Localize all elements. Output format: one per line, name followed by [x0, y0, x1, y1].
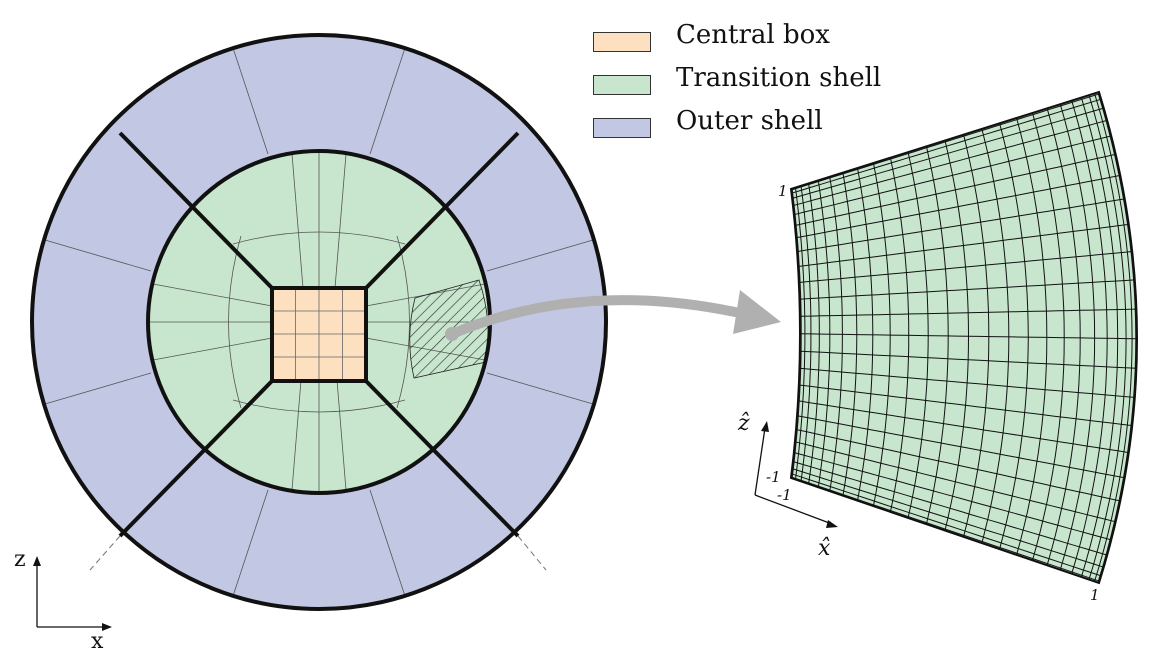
outer-shell-divisions — [44, 47, 594, 597]
mesh-line-tangential — [791, 107, 1104, 199]
x-hat-label: x̂ — [818, 536, 831, 561]
mesh-line-tangential — [799, 367, 1135, 398]
mesh-line-tangential — [793, 135, 1112, 216]
legend-swatch-outer-shell — [593, 118, 651, 138]
mesh-line-tangential — [791, 468, 1104, 568]
tick-x-max: 1 — [1090, 586, 1100, 604]
mesh-line-tangential — [797, 198, 1125, 253]
global-axes: z x — [14, 547, 112, 654]
mesh-line-tangential — [791, 98, 1102, 194]
mesh-line-tangential — [790, 477, 1100, 584]
mesh-line-tangential — [797, 415, 1125, 479]
element-axes: ẑ x̂ -1 -1 1 1 — [737, 182, 1100, 604]
mesh-line-tangential — [791, 473, 1102, 577]
mesh-line-tangential — [795, 429, 1121, 502]
tick-x-min: -1 — [777, 486, 792, 504]
mesh-line-tangential — [798, 400, 1129, 454]
mesh-line-tangential — [798, 251, 1133, 283]
mesh-line-tangential — [799, 350, 1137, 369]
dashed-extensions — [89, 535, 547, 571]
tick-z-min: -1 — [766, 468, 781, 486]
mesh-line-tangential — [790, 91, 1100, 190]
mesh-line-tangential — [792, 119, 1108, 207]
mesh-line-tangential — [799, 308, 1137, 317]
mesh-line-tangential — [799, 279, 1135, 300]
mesh-line-tangential — [793, 452, 1112, 541]
central-box-border — [270, 286, 368, 383]
z-hat-label: ẑ — [737, 411, 750, 436]
z-axis-label: z — [14, 547, 26, 572]
x-axis-label: x — [91, 629, 104, 654]
mesh-line-tangential — [792, 461, 1108, 556]
mesh-line-tangential — [794, 153, 1116, 226]
mesh-line-tangential — [790, 476, 1100, 582]
tick-z-max: 1 — [778, 182, 788, 200]
zoomed-element-mesh — [790, 91, 1138, 584]
legend-label-transition-shell: Transition shell — [676, 63, 882, 93]
legend-label-central-box: Central box — [676, 20, 830, 50]
mesh-line-tangential — [790, 93, 1100, 191]
legend-label-outer-shell: Outer shell — [676, 106, 823, 136]
central-box-grid — [272, 288, 366, 381]
mesh-line-tangential — [795, 174, 1121, 239]
mesh-line-tangential — [798, 384, 1133, 427]
legend-swatch-transition-shell — [593, 75, 651, 95]
mesh-line-tangential — [794, 441, 1116, 523]
mesh-line-tangential — [798, 223, 1129, 267]
legend-swatch-central-box — [593, 32, 651, 52]
mesh-line-tangential — [799, 333, 1138, 340]
mapping-arrow — [445, 290, 781, 341]
